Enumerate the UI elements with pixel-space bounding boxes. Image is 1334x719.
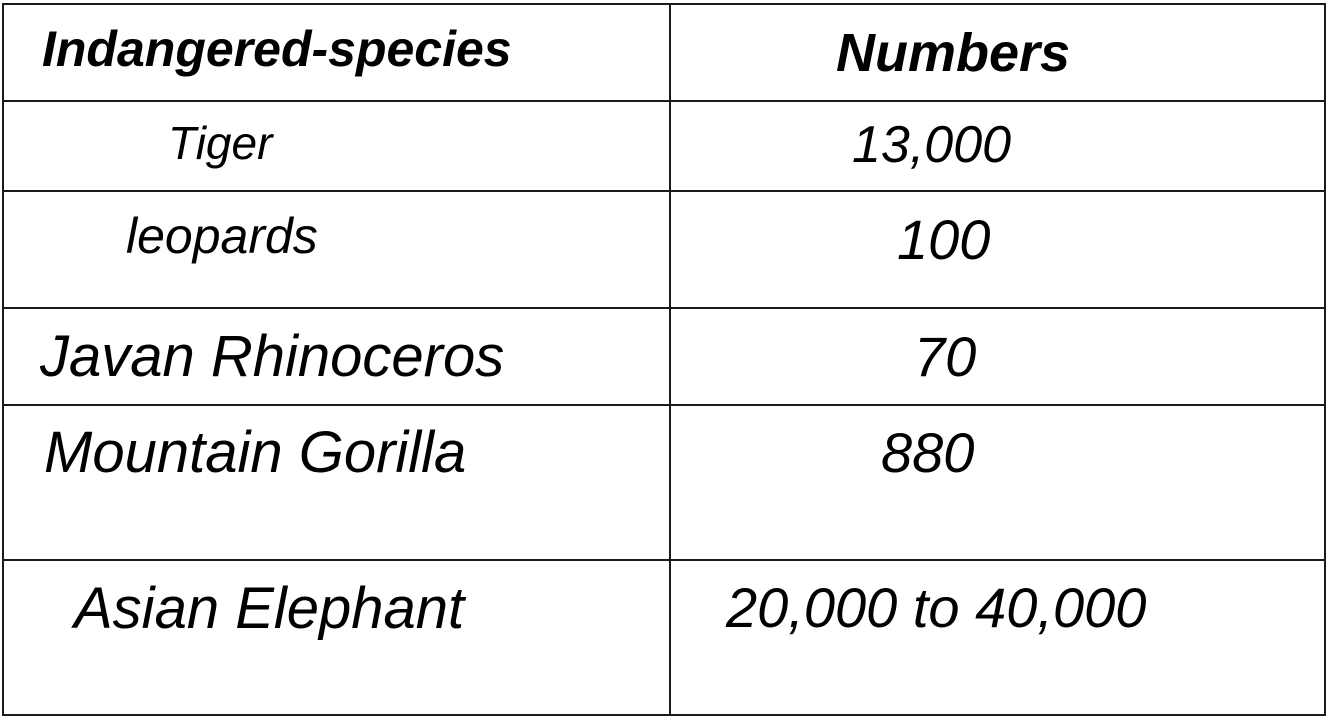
row-divider [2,307,1325,309]
table-cell-number: 70 [914,325,977,388]
header-numbers: Numbers [836,23,1071,83]
row-divider [2,559,1325,561]
table-cell-species: Asian Elephant [74,576,465,641]
border-bottom [2,714,1325,716]
row-divider [2,190,1325,192]
table-cell-number: 13,000 [852,116,1012,174]
table-cell-number: 100 [897,208,991,271]
border-right [1324,3,1326,716]
row-divider [2,100,1325,102]
table-cell-species: Tiger [168,117,273,169]
table-cell-species: Mountain Gorilla [44,420,467,485]
header-species: Indangered-species [42,21,512,77]
table-cell-species: Javan Rhinoceros [40,324,505,389]
table-cell-number: 20,000 to 40,000 [726,576,1147,639]
column-divider [669,3,671,716]
border-left [2,3,4,716]
table-cell-number: 880 [881,421,975,484]
table-cell-species: leopards [126,208,318,264]
border-top [2,3,1325,5]
row-divider [2,404,1325,406]
